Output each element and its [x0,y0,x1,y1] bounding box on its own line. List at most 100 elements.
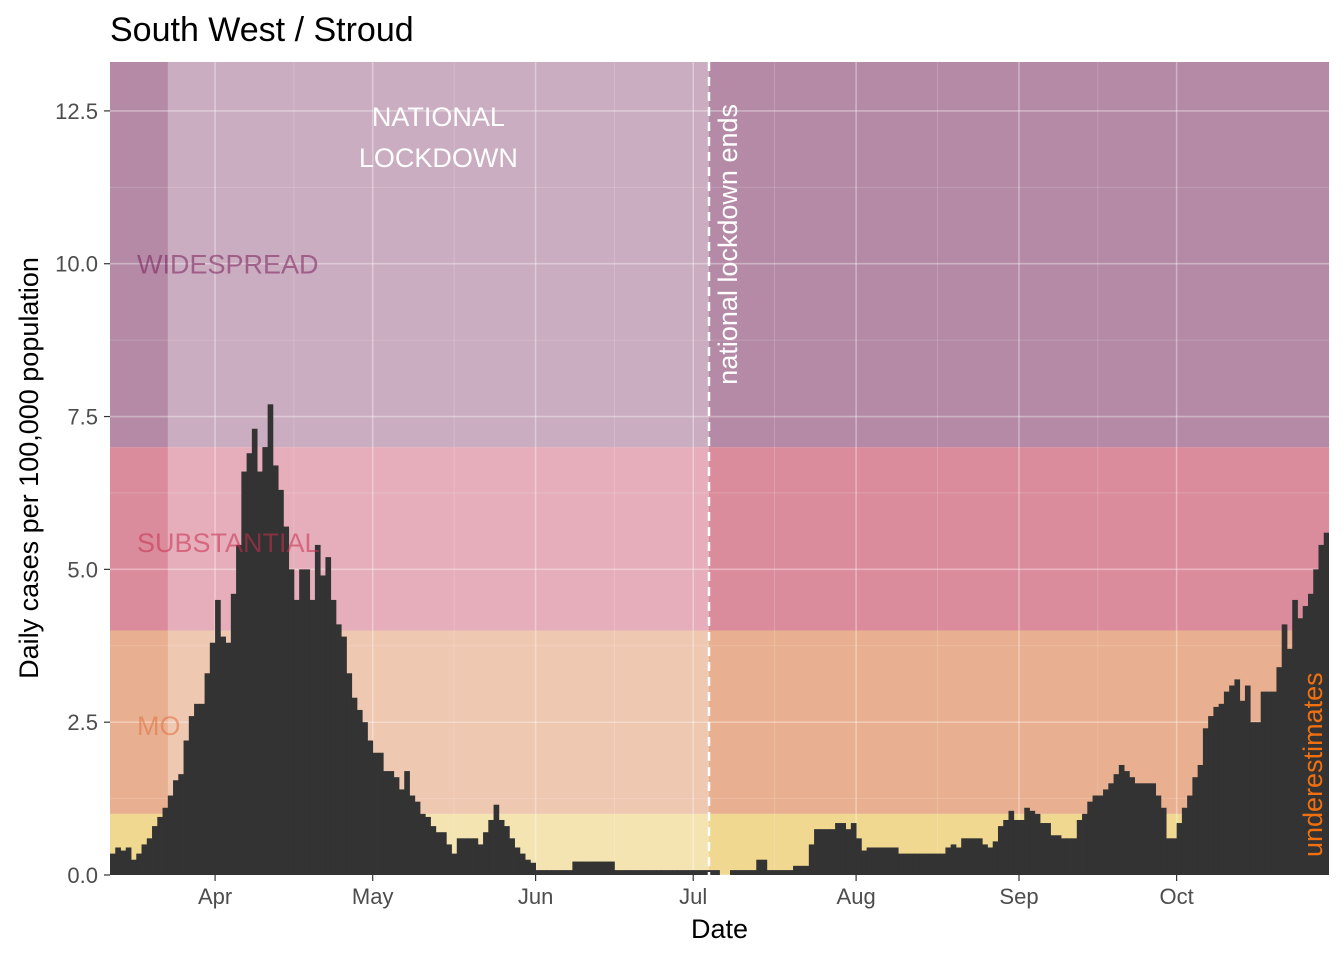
bar [441,832,447,875]
x-axis-label: Date [691,914,748,944]
bar [961,838,967,875]
bar [793,865,799,875]
bar [814,829,820,875]
bar [567,870,573,875]
bar [199,703,205,875]
bar [115,847,121,875]
bar [824,829,831,875]
bar [1302,606,1309,875]
bar [110,853,116,875]
bar [1139,783,1146,875]
band-label-widespread: WIDESPREAD [137,250,319,280]
bar [535,870,542,875]
x-tick-label: Jul [679,884,707,909]
bar [425,816,431,875]
bar [1082,813,1088,875]
bar [341,636,347,875]
bar [756,859,762,875]
bar [1323,532,1329,875]
bar [152,826,158,875]
bar [262,447,269,875]
bar [488,819,494,875]
bar [1192,777,1199,875]
bar [751,870,757,875]
bar [257,471,263,875]
bar [1045,823,1051,875]
bar [1013,819,1020,875]
bar [761,859,768,875]
bar [446,844,452,875]
bar [267,404,274,875]
bar [840,823,847,875]
bar [903,853,910,875]
bar [877,847,883,875]
bar [120,850,127,875]
bar [414,801,421,875]
bar [609,861,615,875]
bar [619,870,626,875]
bar [1260,691,1267,875]
bar [1229,685,1235,875]
bar [866,847,873,875]
bar [377,752,384,875]
bar [803,865,810,875]
bar [798,865,804,875]
x-tick-label: Jun [518,884,553,909]
bar [714,870,720,875]
bar [598,861,605,875]
bar [551,870,558,875]
y-tick-label: 2.5 [67,710,98,735]
bar [845,829,852,875]
underestimates-label: underestimates [1298,672,1328,857]
bar [230,593,237,875]
bar [293,599,300,875]
bar [519,853,526,875]
bar [603,861,610,875]
bar [940,853,946,875]
bar [404,771,410,875]
bar [309,599,316,875]
bar [1150,783,1157,875]
bar [1334,520,1340,875]
bar [856,838,862,875]
bar [898,853,904,875]
bar [283,526,290,875]
bar [645,870,652,875]
bar [572,861,579,875]
bar [835,823,841,875]
bar [1134,783,1141,875]
bar [236,544,242,875]
bar [498,819,505,875]
bar [1034,813,1041,875]
bar [666,870,673,875]
bar [1329,533,1335,875]
bar [173,780,179,875]
x-tick-label: Sep [999,884,1038,909]
bar [1113,774,1120,875]
bar [913,853,920,875]
bar [477,844,484,875]
bar [1176,823,1183,875]
bar [1292,599,1298,875]
bar [136,853,142,875]
y-tick-label: 10.0 [55,252,98,277]
bar [346,673,353,875]
y-tick-label: 0.0 [67,863,98,888]
bar [919,853,925,875]
bar [934,853,941,875]
bar [577,861,584,875]
bar [966,838,973,875]
bar [1286,648,1293,875]
bar [1040,823,1046,875]
bar [246,453,253,875]
bar [1340,527,1344,875]
chart-title: South West / Stroud [110,11,414,49]
bar [1050,835,1057,875]
bar [225,642,232,875]
bar [504,826,510,875]
bar [367,740,374,875]
bar [462,838,468,875]
bar [656,870,663,875]
bar [672,870,678,875]
bar [509,838,515,875]
